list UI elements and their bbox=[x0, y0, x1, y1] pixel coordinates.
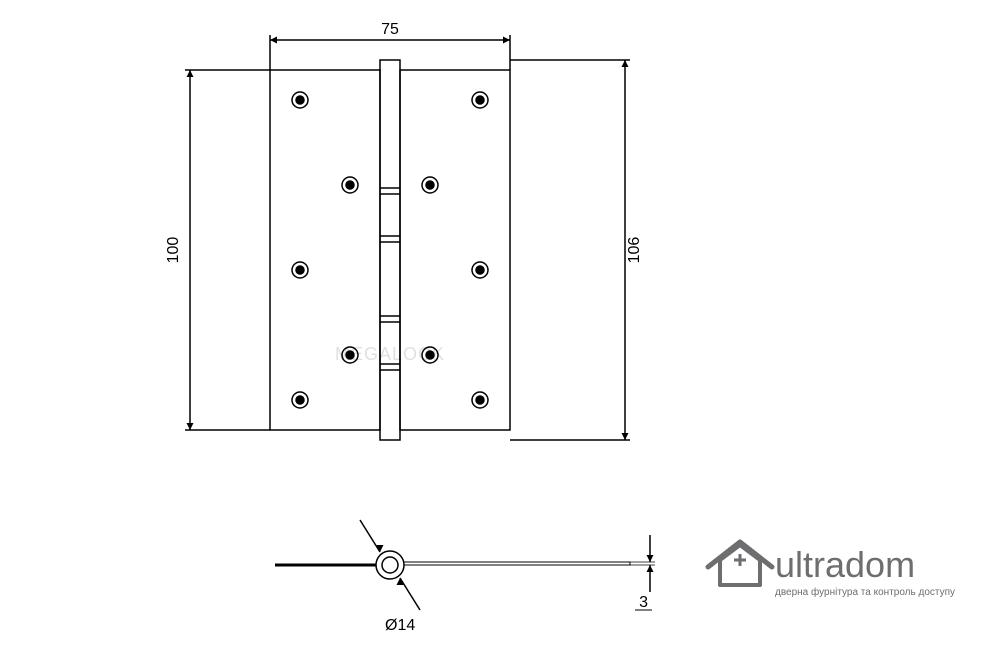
svg-text:75: 75 bbox=[381, 21, 399, 38]
svg-text:Ø14: Ø14 bbox=[385, 617, 415, 634]
svg-text:106: 106 bbox=[626, 237, 643, 264]
svg-text:100: 100 bbox=[165, 237, 182, 264]
svg-text:3: 3 bbox=[639, 594, 648, 611]
brand-logo bbox=[690, 540, 970, 610]
hinge-front-view bbox=[270, 60, 510, 440]
hinge-side-profile bbox=[275, 545, 655, 590]
